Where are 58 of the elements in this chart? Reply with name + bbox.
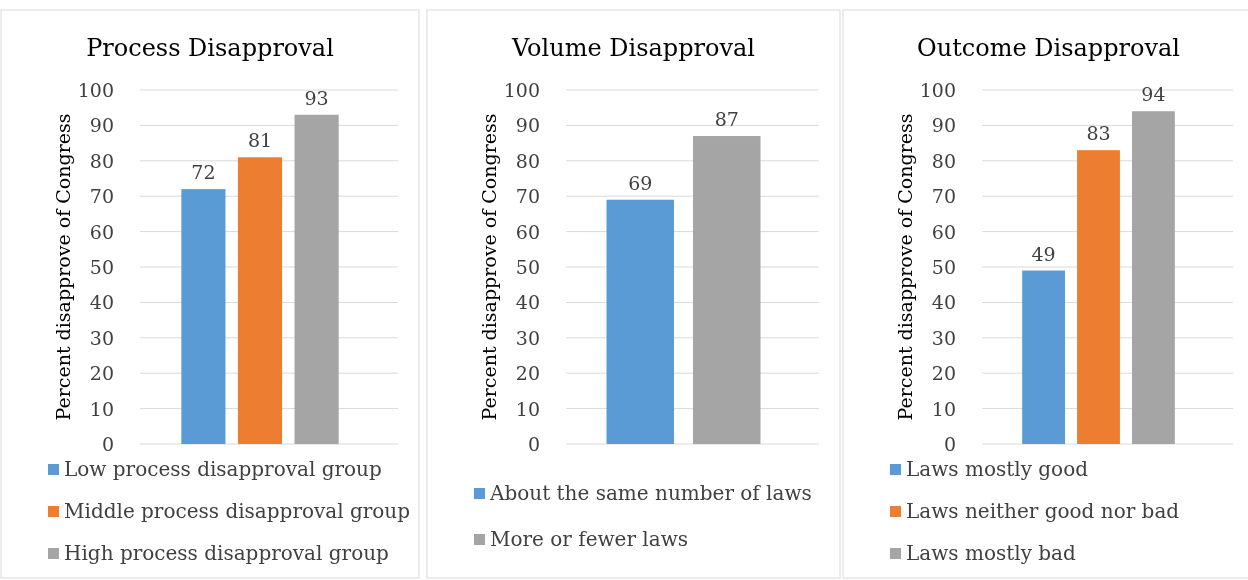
y-tick-label: 90 [931,114,956,137]
y-tick-label: 30 [931,326,956,349]
y-tick-label: 40 [515,291,540,314]
data-label: 93 [304,86,329,109]
y-tick-label: 60 [515,220,540,243]
data-label: 49 [1031,242,1056,265]
y-tick-label: 70 [89,185,114,208]
legend-label: Laws mostly good [906,457,1089,481]
chart-title: Volume Disapproval [510,34,756,62]
y-tick-label: 100 [919,79,956,101]
data-label: 83 [1086,122,1111,145]
legend-label: About the same number of laws [489,481,812,505]
data-label: 72 [191,161,216,184]
bar [1132,111,1175,444]
data-label: 87 [714,108,739,131]
y-axis-title: Percent disapprove of Congress [52,113,74,421]
chart-title: Process Disapproval [86,34,334,62]
data-label: 81 [247,129,273,152]
y-tick-label: 70 [931,185,956,208]
y-tick-label: 40 [89,291,114,314]
y-tick-label: 40 [931,291,956,314]
y-tick-label: 80 [931,149,956,172]
y-tick-label: 30 [89,326,114,349]
y-axis-title: Percent disapprove of Congress [894,113,916,421]
chart-title: Outcome Disapproval [917,34,1180,62]
legend-label: Low process disapproval group [64,457,382,481]
legend-label: Laws mostly bad [906,541,1077,565]
y-tick-label: 80 [515,149,540,172]
y-tick-label: 50 [931,256,956,278]
y-tick-label: 50 [515,256,540,278]
y-tick-label: 80 [89,149,114,172]
y-tick-label: 100 [77,79,114,101]
legend-label: High process disapproval group [64,541,389,565]
data-label: 94 [1141,83,1166,106]
y-tick-label: 20 [89,362,114,385]
y-tick-label: 10 [515,397,540,420]
y-axis-title: Percent disapprove of Congress [478,113,500,421]
data-label: 69 [628,171,653,194]
y-tick-label: 60 [931,220,956,243]
legend-label: More or fewer laws [490,527,689,551]
y-tick-label: 0 [527,433,540,455]
y-tick-label: 70 [515,185,540,208]
legend-label: Middle process disapproval group [64,499,411,523]
y-tick-label: 10 [89,397,114,420]
bar [1077,150,1120,444]
y-tick-label: 30 [515,326,540,349]
legend-label: Laws neither good nor bad [906,499,1180,523]
y-tick-label: 20 [515,362,540,385]
y-tick-label: 20 [931,362,956,385]
y-tick-label: 0 [943,433,956,455]
y-tick-label: 100 [503,79,540,101]
bar [1022,270,1065,444]
y-tick-label: 0 [101,433,114,455]
y-tick-label: 50 [89,256,114,278]
y-tick-label: 90 [89,114,114,137]
y-tick-label: 60 [89,220,114,243]
y-tick-label: 10 [931,397,956,420]
y-tick-label: 90 [515,114,540,137]
